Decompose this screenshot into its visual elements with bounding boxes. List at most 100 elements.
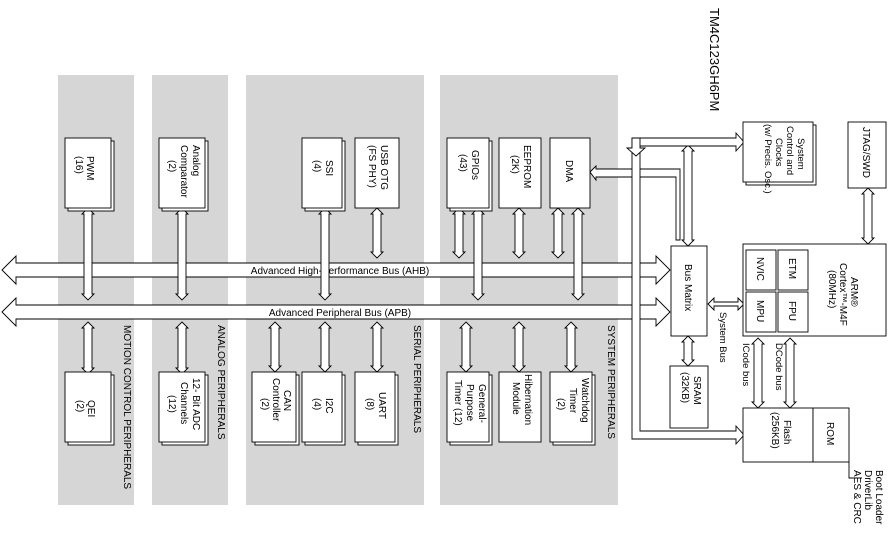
ssi-line-1: SSI	[323, 160, 334, 176]
group-label-system: SYSTEM PERIPHERALS	[605, 325, 616, 439]
adc-line-2: Channels	[178, 382, 189, 424]
comparator-block: Analog Comparator (2)	[158, 137, 209, 212]
hibernation-line-1: Hibernation	[522, 374, 533, 425]
can-line-3: (2)	[259, 398, 270, 410]
dcode-bus-arrow	[782, 337, 798, 409]
mpu-block	[745, 291, 777, 333]
comparator-line-1: Analog	[190, 145, 201, 176]
adc-block: 12- Bit ADC Channels (12)	[158, 371, 209, 446]
pwm-line-1: PWM	[84, 156, 95, 180]
can-line-1: CAN	[281, 390, 292, 411]
gptimer-block: General- Purpose Timer (12)	[446, 371, 493, 446]
usb-line-1: USB OTG	[378, 145, 389, 190]
ssi-block: SSI (4)	[301, 137, 346, 212]
sysctrl-line-2: Control and	[784, 126, 795, 175]
comparator-line-3: (2)	[166, 160, 177, 172]
watchdog-block: Watchdog Timer (2)	[549, 371, 596, 446]
i2c-line-1: I2C	[323, 398, 334, 414]
group-label-motion: MOTION CONTROL PERIPHERALS	[121, 325, 132, 489]
i2c-line-2: (4)	[311, 398, 322, 410]
sysctrl-line-3: Clocks	[773, 138, 784, 167]
sram-block	[669, 365, 709, 429]
usb-line-2: (FS PHY)	[366, 145, 377, 188]
arm-line-2: Cortex™-M4F	[837, 263, 848, 326]
busmatrix-line-1: Bus Matrix	[682, 264, 693, 311]
can-line-2: Controller	[270, 378, 281, 422]
flash-line-1: Flash	[781, 420, 792, 444]
nvic-label: NVIC	[754, 257, 765, 281]
busmatrix-block	[670, 245, 708, 337]
rom-label: ROM	[824, 422, 835, 445]
dma-line-1: DMA	[563, 160, 574, 183]
gptimer-line-3: Timer (12)	[452, 380, 463, 426]
ahb-bus-label: Advanced High-Performance Bus (AHB)	[251, 266, 429, 277]
sysctrl-links	[625, 131, 745, 446]
apb-bus-label: Advanced Peripheral Bus (APB)	[269, 308, 411, 319]
eeprom-line-2: (2K)	[509, 155, 520, 174]
sysctrl-line-4: (w/ Precis. Osc.)	[762, 124, 773, 194]
rom-leader	[848, 462, 862, 479]
pwm-block: PWM (16)	[64, 137, 115, 212]
gpio-line-1: GPIOs	[469, 150, 480, 180]
rom-contents-line-3: AES & CRC	[851, 470, 862, 524]
jtag-block	[847, 121, 887, 189]
rom-contents-line-2: DriverLib	[862, 470, 873, 510]
watchdog-line-1: Watchdog	[579, 378, 590, 423]
sysctrl-line-1: System	[795, 138, 806, 170]
comparator-line-2: Comparator	[178, 145, 189, 198]
arm-line-1: ARM®	[848, 277, 859, 307]
chip-title: TM4C123GH6PM	[707, 8, 722, 111]
uart-line-2: (8)	[364, 398, 375, 410]
watchdog-line-3: (2)	[555, 398, 566, 410]
rom-contents-line-1: Boot Loader	[873, 470, 884, 525]
dcode-bus-label: DCode bus	[773, 343, 784, 391]
apb-bus	[1, 296, 671, 328]
fpu-label: FPU	[786, 301, 797, 321]
watchdog-line-2: Timer	[567, 388, 578, 414]
hibernation-line-2: Module	[510, 382, 521, 415]
adc-line-3: (12)	[166, 395, 177, 413]
dma-link	[589, 164, 681, 241]
qei-line-1: QEI	[85, 400, 96, 417]
icode-bus-arrow	[750, 337, 766, 409]
system-bus-label: System Bus	[717, 312, 728, 363]
eeprom-block	[498, 137, 542, 209]
nvic-block	[745, 249, 777, 291]
gpio-block: GPIOs (43)	[446, 137, 493, 212]
icode-bus-label: ICode bus	[740, 343, 751, 387]
etm-label: ETM	[786, 258, 797, 279]
ssi-line-2: (4)	[311, 160, 322, 172]
etm-block	[777, 249, 809, 291]
hibernation-block	[498, 371, 542, 443]
ahb-bus	[1, 254, 671, 286]
sram-line-2: (32KB)	[679, 372, 690, 403]
rom-block	[812, 407, 850, 463]
pwm-line-2: (16)	[73, 156, 84, 174]
uart-line-1: UART	[376, 392, 387, 419]
flash-block	[742, 407, 814, 463]
sysctrl-block: System Control and Clocks (w/ Precis. Os…	[742, 121, 817, 194]
qei-line-2: (2)	[74, 400, 85, 412]
arm-line-3: (80MHz)	[826, 270, 837, 308]
jtag-line-1: JTAG/SWD	[860, 127, 871, 178]
gpio-line-2: (43)	[457, 154, 468, 172]
uart-block: UART (8)	[354, 371, 399, 446]
adc-line-1: 12- Bit ADC	[190, 378, 201, 430]
gptimer-line-1: General-	[476, 384, 487, 423]
i2c-block: I2C (4)	[301, 371, 346, 446]
group-label-analog: ANALOG PERIPHERALS	[215, 325, 226, 440]
system-bus-arrow	[707, 296, 745, 312]
sram-line-1: SRAM	[691, 376, 702, 405]
mpu-label: MPU	[754, 300, 765, 322]
dma-block	[549, 137, 591, 209]
can-block: CAN Controller (2)	[251, 371, 300, 446]
fpu-block	[777, 291, 809, 333]
qei-block: QEI (2)	[64, 371, 115, 446]
gptimer-line-2: Purpose	[464, 384, 475, 422]
group-label-serial: SERIAL PERIPHERALS	[411, 325, 422, 433]
usb-block	[354, 137, 400, 209]
flash-line-2: (256KB)	[769, 412, 780, 449]
eeprom-line-1: EEPROM	[521, 145, 532, 188]
connectors	[80, 144, 876, 375]
